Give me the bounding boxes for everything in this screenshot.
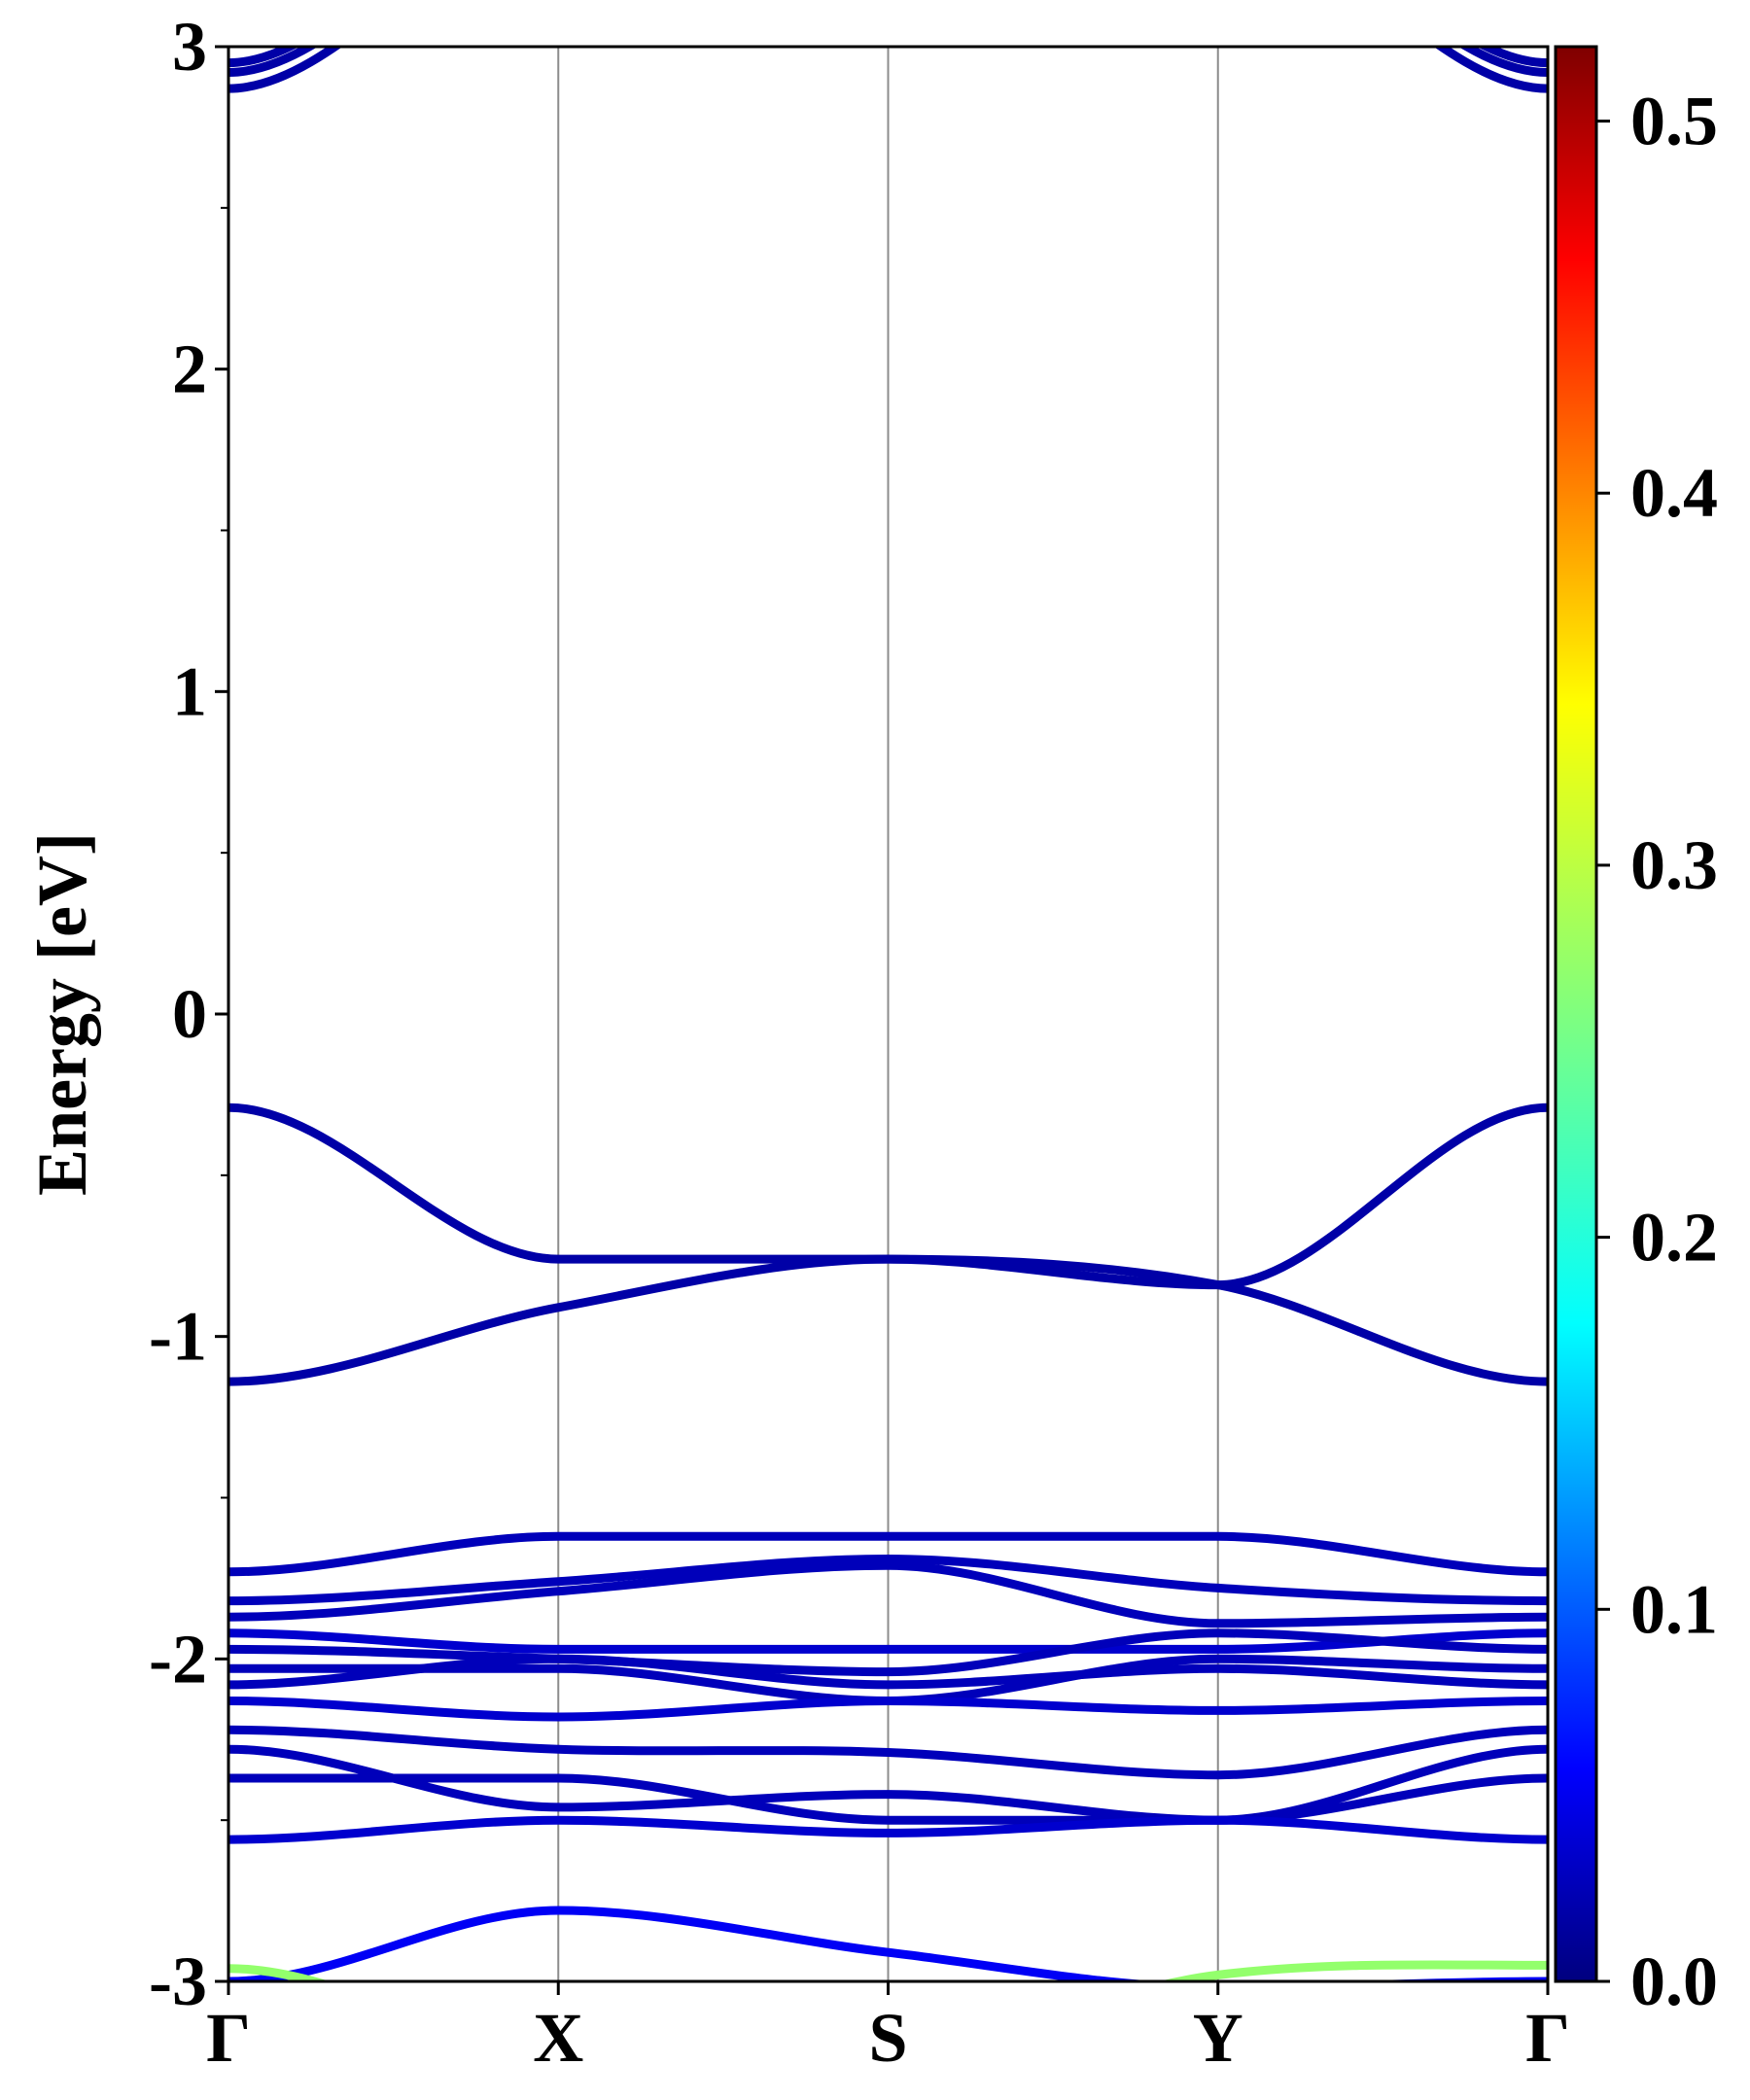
k-point-label: S [868, 1999, 907, 2077]
k-point-label: Y [1193, 1999, 1243, 2077]
band-line [228, 1654, 1548, 1690]
colorbar-tick-label: 0.3 [1630, 826, 1718, 904]
colorbar-axis: 0.0 0.1 0.2 0.3 0.4 0.5 [1596, 83, 1718, 2020]
y-tick-label: -1 [149, 1298, 207, 1376]
y-tick-label: 2 [172, 331, 207, 408]
k-point-label: X [533, 1999, 583, 2077]
bands-group [228, 47, 1548, 1981]
colorbar-tick-label: 0.4 [1630, 454, 1718, 532]
colorbar-tick-label: 0.2 [1630, 1199, 1718, 1277]
y-tick-label: -2 [149, 1620, 207, 1698]
colorbar-tick-label: 0.0 [1630, 1942, 1718, 2020]
band-line [228, 1531, 1548, 1577]
band-line [228, 1815, 1548, 1844]
band-line [228, 1725, 1548, 1780]
band-line [228, 1696, 1548, 1722]
band-line [228, 1906, 1548, 1981]
y-tick-label: 1 [172, 652, 207, 730]
band-line [228, 1744, 1548, 1825]
band-line [228, 1254, 1548, 1386]
k-point-label: Γ [1525, 1999, 1570, 2077]
y-tick-label: 3 [172, 8, 207, 86]
y-axis: -3 -2 -1 0 1 2 3 [149, 8, 228, 2020]
colorbar-tick-label: 0.1 [1630, 1570, 1718, 1648]
y-tick-label: -3 [149, 1942, 207, 2020]
band-line [228, 1554, 1548, 1606]
colorbar [1554, 45, 1598, 1983]
band-line [228, 1628, 1548, 1654]
k-point-gridlines [557, 47, 1219, 1981]
y-axis-title: Energy [eV] [23, 832, 101, 1196]
band-line [228, 1960, 1548, 1981]
colorbar-tick-label: 0.5 [1630, 83, 1718, 160]
band-line [228, 1773, 1548, 1825]
band-line [228, 1560, 1548, 1628]
y-tick-label: 0 [172, 975, 207, 1053]
band-line [228, 1628, 1548, 1677]
k-point-label: Γ [206, 1999, 251, 2077]
